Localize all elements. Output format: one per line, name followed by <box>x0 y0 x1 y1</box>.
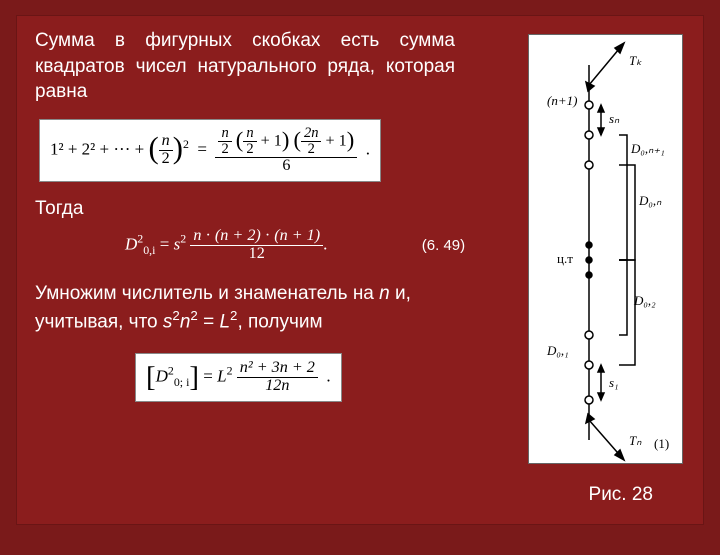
formula-d0i: D20,i = s2 n · (n + 2) · (n + 1) 12 . <box>125 228 327 263</box>
equation-number: (6. 49) <box>422 237 465 254</box>
label-D01: D₀,₁ <box>546 343 569 358</box>
formula-final: [D20; i] = L2 n² + 3n + 2 12n . <box>135 353 342 402</box>
label-Tn: Tₙ <box>629 433 642 448</box>
figure-diagram: Tₖ (n+1) sₙ D₀,ₙ₊₁ D₀,ₙ ц.т D₀,₂ D₀,₁ s₁… <box>528 34 683 464</box>
label-one: (1) <box>654 436 669 451</box>
label-D02: D₀,₂ <box>633 293 656 308</box>
label-np1: (n+1) <box>547 93 577 108</box>
figure-caption: Рис. 28 <box>589 484 653 506</box>
label-D0n: D₀,ₙ <box>638 193 662 208</box>
paragraph-2: Умножим числитель и знаменатель на n и, … <box>35 281 495 335</box>
paragraph-1: Сумма в фигурных скобках есть сумма квад… <box>35 28 455 105</box>
label-sn: sₙ <box>609 111 620 126</box>
label-Tk: Tₖ <box>629 53 642 68</box>
formula-sum-squares: 1² + 2² + ··· + (n2)2 = n2 (n2 + 1) (2n2… <box>39 119 381 182</box>
label-ct: ц.т <box>557 251 573 266</box>
label-s1: s₁ <box>609 375 619 390</box>
label-D0np1: D₀,ₙ₊₁ <box>630 141 665 156</box>
